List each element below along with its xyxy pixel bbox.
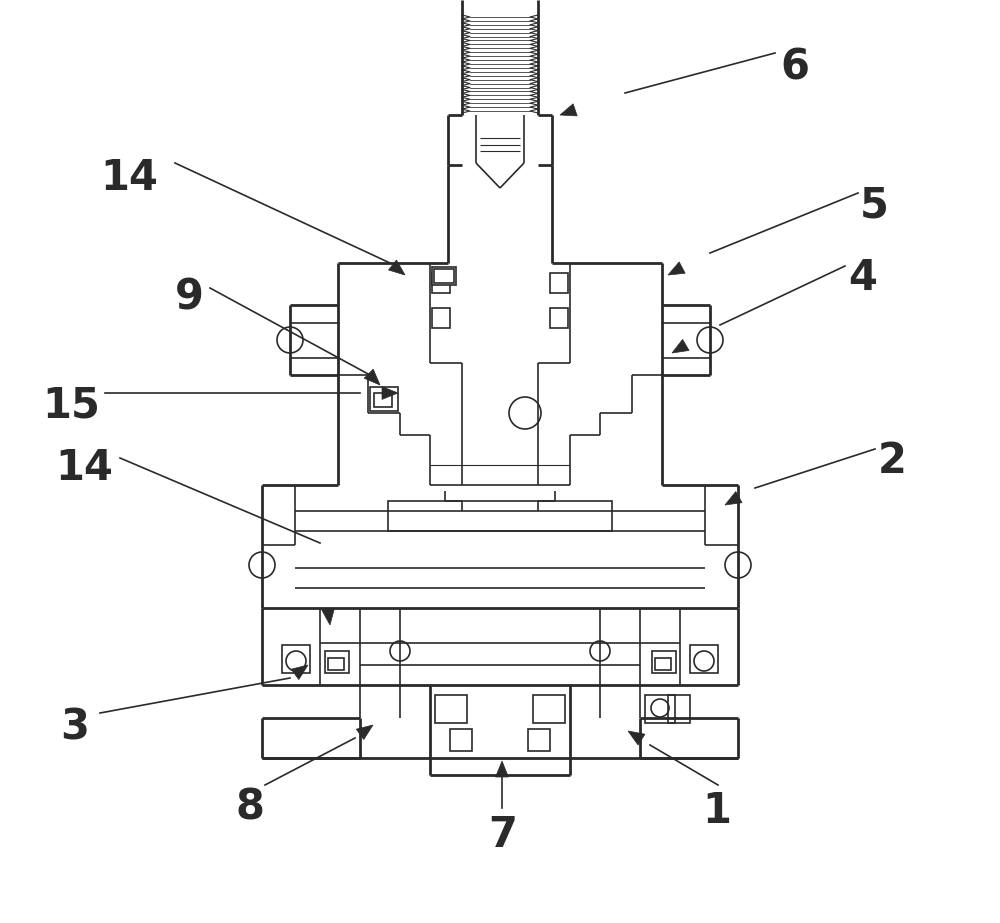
Text: 14: 14 [100,157,158,199]
Text: 9: 9 [175,277,204,319]
Text: 7: 7 [488,814,517,856]
Text: 8: 8 [235,787,264,829]
Text: 4: 4 [848,257,877,299]
Bar [282,645,310,673]
Bar [690,645,718,673]
Text: 1: 1 [702,790,731,832]
Bar [645,695,675,723]
Bar [388,501,612,531]
Bar [652,651,676,673]
Bar [435,695,467,723]
Polygon shape [382,387,398,400]
Text: 6: 6 [780,47,809,89]
Polygon shape [496,761,508,777]
Polygon shape [560,103,577,116]
Bar [432,308,450,328]
Polygon shape [628,731,645,745]
Polygon shape [668,262,685,275]
Text: 2: 2 [878,440,907,482]
Polygon shape [389,260,405,275]
Bar [432,273,450,293]
Bar [370,387,398,411]
Polygon shape [356,725,373,739]
Bar [328,658,344,670]
Bar [374,393,392,407]
Bar [450,729,472,751]
Polygon shape [725,492,742,505]
Polygon shape [672,340,689,353]
Bar [655,658,671,670]
Bar [668,695,690,723]
Bar [528,729,550,751]
Text: 5: 5 [860,184,889,226]
Bar [550,273,568,293]
Text: 15: 15 [42,384,100,426]
Polygon shape [291,665,308,679]
Polygon shape [322,608,334,625]
Text: 3: 3 [60,707,89,749]
Bar [432,267,456,285]
Text: 14: 14 [55,447,113,489]
Polygon shape [364,369,380,385]
Bar [325,651,349,673]
Bar [533,695,565,723]
Bar [550,308,568,328]
Bar [434,269,454,283]
